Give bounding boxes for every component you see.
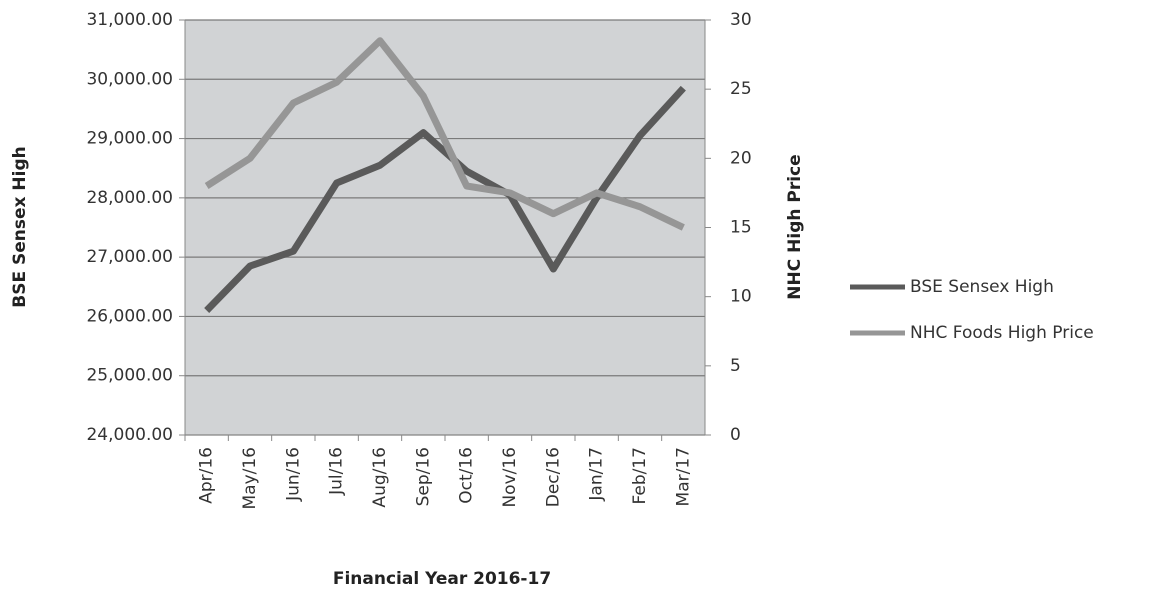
y-tick-label: 26,000.00 [86,306,173,326]
series-line [204,85,686,313]
y2-tick-label: 30 [730,10,752,30]
y-axis-title: BSE Sensex High [10,146,30,307]
y-tick-label: 24,000.00 [86,425,173,445]
x-tick-label: Sep/16 [413,447,433,506]
x-tick-label: Mar/17 [673,447,693,506]
x-tick-label: Nov/16 [500,447,520,508]
x-tick-label: May/16 [240,447,260,510]
plot-area [185,20,705,435]
y-tick-label: 27,000.00 [86,247,173,267]
x-tick-label: Apr/16 [197,447,217,504]
y2-tick-label: 10 [730,287,752,307]
x-tick-label: Oct/16 [457,447,477,504]
y2-axis-title: NHC High Price [785,154,805,299]
x-tick-label: Jun/16 [283,447,303,502]
y2-tick-label: 5 [730,356,741,376]
x-tick-label: Aug/16 [370,447,390,508]
x-axis-title: Financial Year 2016-17 [333,569,551,589]
legend-label: NHC Foods High Price [910,323,1094,343]
y-tick-label: 31,000.00 [86,10,173,30]
y2-tick-label: 20 [730,148,752,168]
series-line [204,37,685,231]
legend-label: BSE Sensex High [910,277,1054,297]
y2-tick-label: 15 [730,218,752,238]
x-tick-label: Jul/16 [327,447,347,496]
x-tick-label: Feb/17 [630,447,650,504]
y-tick-label: 28,000.00 [86,188,173,208]
y-tick-label: 30,000.00 [86,69,173,89]
y-tick-label: 29,000.00 [86,129,173,149]
x-tick-label: Dec/16 [543,447,563,507]
y2-tick-label: 0 [730,425,741,445]
x-tick-label: Jan/17 [587,447,607,502]
y-tick-label: 25,000.00 [86,366,173,386]
y2-tick-label: 25 [730,79,752,99]
